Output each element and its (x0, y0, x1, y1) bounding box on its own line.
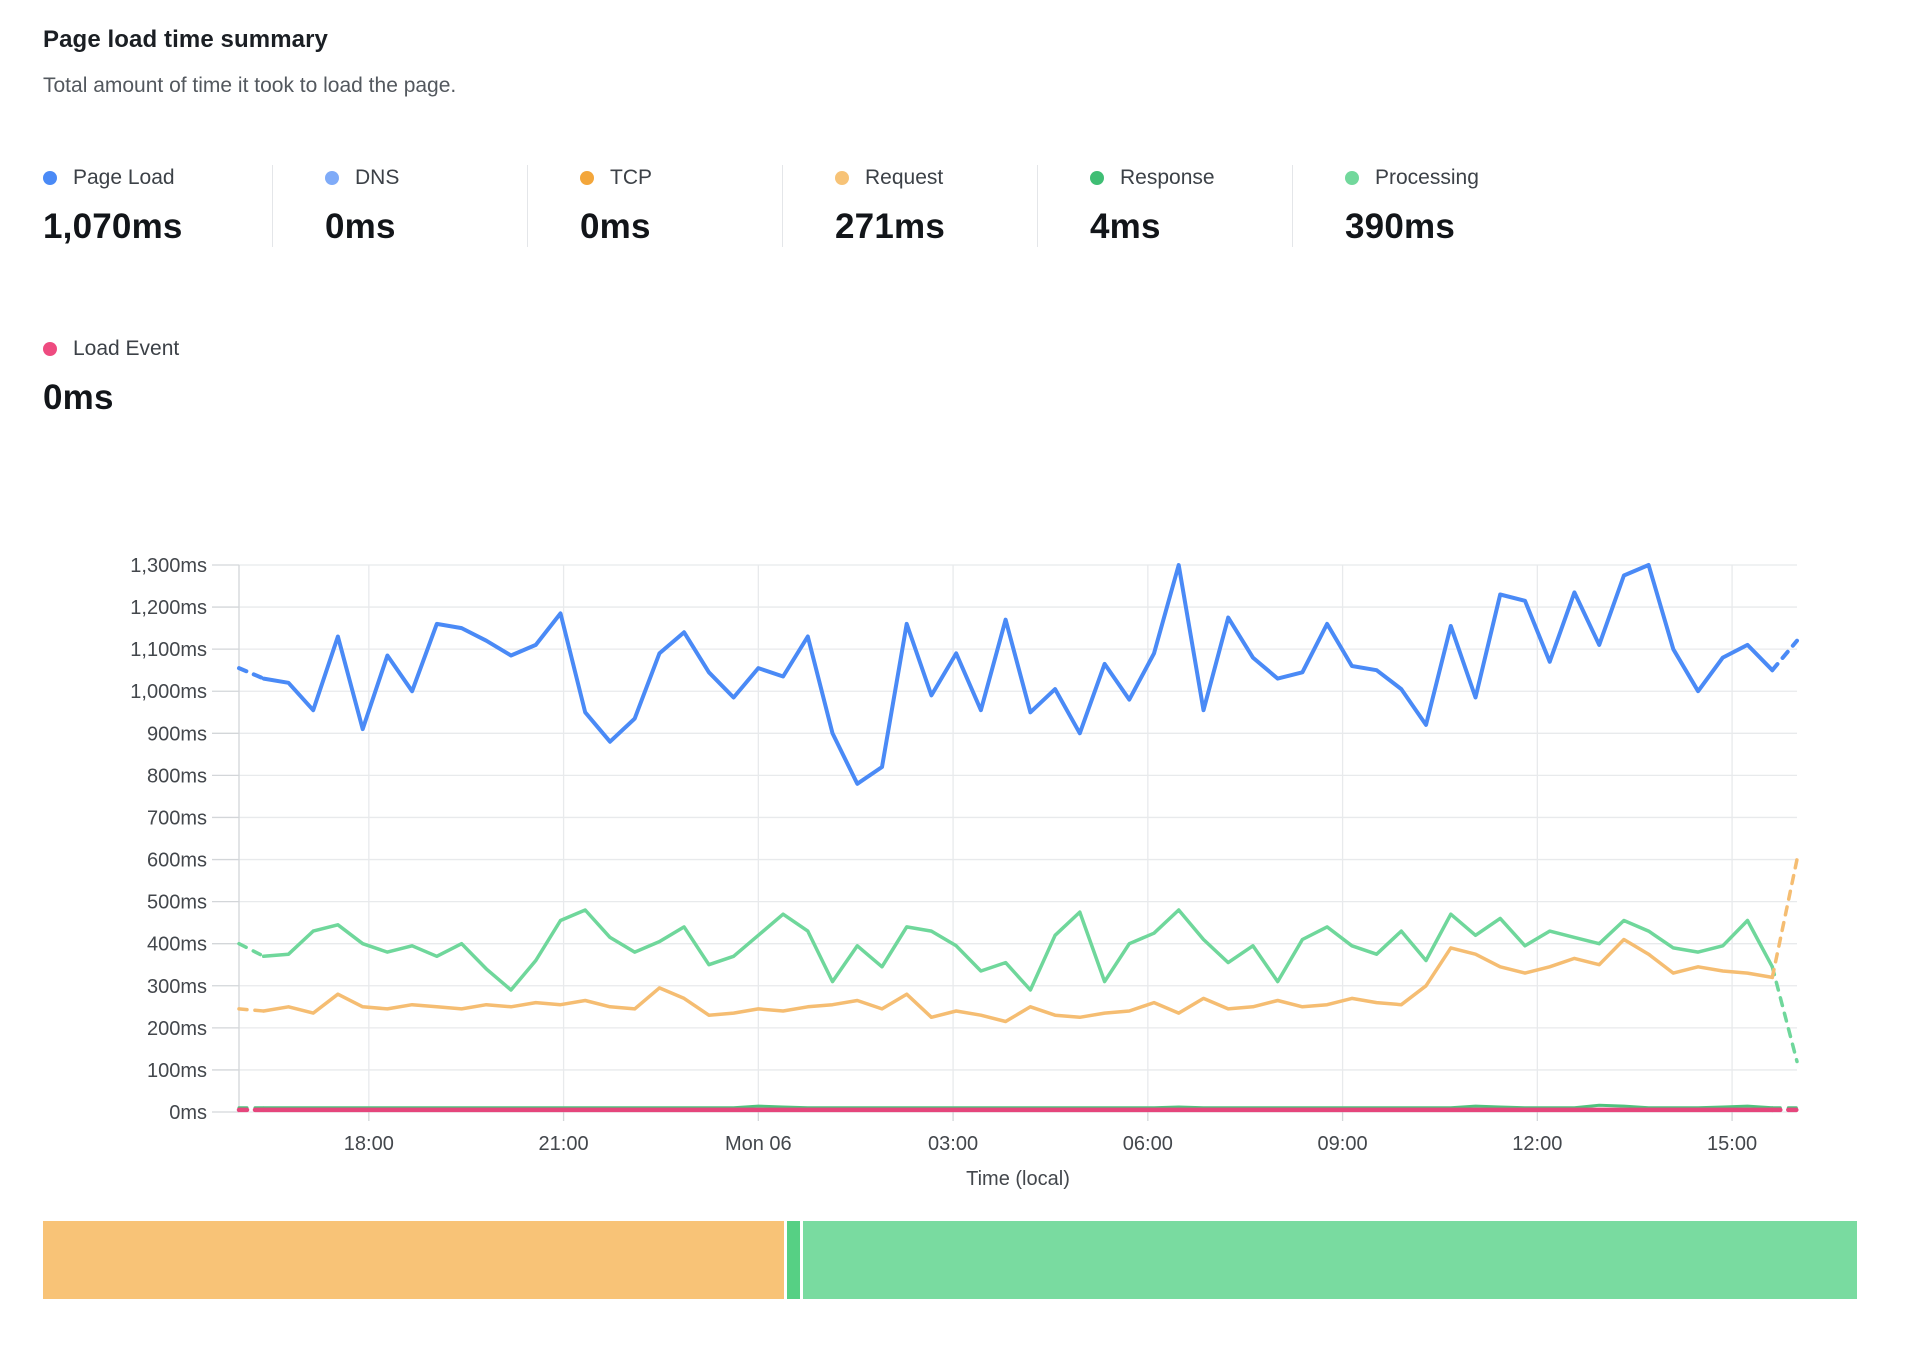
x-axis-label: 12:00 (1512, 1133, 1562, 1155)
metric-value: 0ms (580, 207, 651, 246)
series-line-request (261, 937, 1775, 1024)
time-share-processing-segment (803, 1221, 1857, 1299)
y-axis-label: 1,300ms (130, 555, 207, 577)
x-axis-label: 21:00 (539, 1133, 589, 1155)
y-axis-label: 800ms (147, 765, 207, 787)
time-share-bar (43, 1221, 1857, 1299)
metric-value: 0ms (43, 378, 114, 417)
y-axis-label: 700ms (147, 807, 207, 829)
dns-dot-icon (325, 171, 339, 185)
metric-value: 390ms (1345, 207, 1455, 246)
x-axis-title: Time (local) (966, 1168, 1070, 1190)
request-dot-icon (835, 171, 849, 185)
y-axis-label: 1,100ms (130, 639, 207, 661)
series-lead-dash-request (237, 1007, 266, 1013)
x-axis-label: Mon 06 (725, 1133, 792, 1155)
x-axis-label: 15:00 (1707, 1133, 1757, 1155)
series-line-processing (261, 908, 1775, 992)
x-axis-label: 09:00 (1318, 1133, 1368, 1155)
metric-card-load-event: Load Event 0ms (43, 336, 272, 418)
y-axis-label: 500ms (147, 892, 207, 914)
metric-card-processing: Processing 390ms (1292, 165, 1547, 247)
series-lead-dash-processing (237, 941, 266, 959)
metric-label: Load Event (73, 337, 180, 360)
metric-card-dns: DNS 0ms (272, 165, 527, 247)
x-axis-label: 06:00 (1123, 1133, 1173, 1155)
metric-value: 4ms (1090, 207, 1161, 246)
metric-card-tcp: TCP 0ms (527, 165, 782, 247)
series-tail-dash-page-load (1770, 638, 1799, 673)
x-axis-label: 18:00 (344, 1133, 394, 1155)
metric-value: 271ms (835, 207, 945, 246)
metrics-row-2: Load Event 0ms (43, 336, 272, 418)
page-subtitle: Total amount of time it took to load the… (43, 74, 457, 97)
y-axis-label: 1,000ms (130, 681, 207, 703)
metric-label: Page Load (73, 166, 175, 189)
series-tail-dash-request (1770, 857, 1799, 980)
metric-label: DNS (355, 166, 400, 189)
y-axis-label: 900ms (147, 723, 207, 745)
time-share-divider-segment (787, 1221, 801, 1299)
response-dot-icon (1090, 171, 1104, 185)
series-line-response (262, 1103, 1774, 1110)
x-axis-label: 03:00 (928, 1133, 978, 1155)
processing-dot-icon (1345, 171, 1359, 185)
y-axis-label: 400ms (147, 934, 207, 956)
y-axis-label: 600ms (147, 850, 207, 872)
metric-card-page-load: Page Load 1,070ms (43, 165, 272, 247)
metric-label: Processing (1375, 166, 1479, 189)
y-axis-label: 1,200ms (130, 597, 207, 619)
series-tail-dash-processing (1770, 965, 1799, 1064)
y-axis-label: 100ms (147, 1060, 207, 1082)
page-load-dot-icon (43, 171, 57, 185)
metric-card-response: Response 4ms (1037, 165, 1292, 247)
y-axis-label: 200ms (147, 1018, 207, 1040)
time-share-request-segment (43, 1221, 785, 1299)
metrics-row: Page Load 1,070ms DNS 0ms TCP 0ms Reques… (43, 165, 1547, 247)
metric-value: 1,070ms (43, 207, 183, 246)
metric-label: TCP (610, 166, 652, 189)
tcp-dot-icon (580, 171, 594, 185)
y-axis-label: 0ms (169, 1102, 207, 1124)
series-line-page-load (261, 563, 1775, 786)
series-lead-dash-page-load (237, 666, 266, 681)
metric-label: Request (865, 166, 944, 189)
metric-card-request: Request 271ms (782, 165, 1037, 247)
metric-label: Response (1120, 166, 1215, 189)
load-event-dot-icon (43, 342, 57, 356)
metric-value: 0ms (325, 207, 396, 246)
page-title: Page load time summary (43, 26, 328, 53)
y-axis-label: 300ms (147, 976, 207, 998)
